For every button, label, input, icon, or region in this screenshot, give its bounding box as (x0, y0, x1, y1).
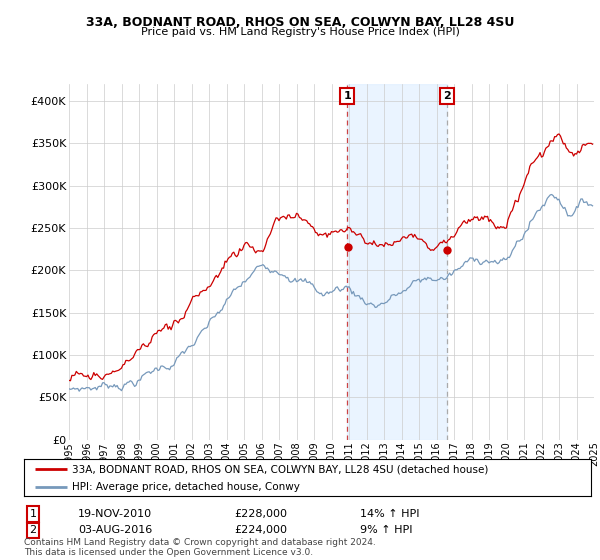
Text: Price paid vs. HM Land Registry's House Price Index (HPI): Price paid vs. HM Land Registry's House … (140, 27, 460, 37)
Text: Contains HM Land Registry data © Crown copyright and database right 2024.
This d: Contains HM Land Registry data © Crown c… (24, 538, 376, 557)
Text: HPI: Average price, detached house, Conwy: HPI: Average price, detached house, Conw… (72, 482, 300, 492)
Text: £228,000: £228,000 (234, 509, 287, 519)
Text: 19-NOV-2010: 19-NOV-2010 (78, 509, 152, 519)
Text: 9% ↑ HPI: 9% ↑ HPI (360, 525, 413, 535)
Text: 14% ↑ HPI: 14% ↑ HPI (360, 509, 419, 519)
Text: 03-AUG-2016: 03-AUG-2016 (78, 525, 152, 535)
Text: 33A, BODNANT ROAD, RHOS ON SEA, COLWYN BAY, LL28 4SU (detached house): 33A, BODNANT ROAD, RHOS ON SEA, COLWYN B… (72, 464, 488, 474)
Text: 1: 1 (343, 91, 351, 101)
Bar (347, 84, 447, 440)
Text: 33A, BODNANT ROAD, RHOS ON SEA, COLWYN BAY, LL28 4SU: 33A, BODNANT ROAD, RHOS ON SEA, COLWYN B… (86, 16, 514, 29)
Text: 2: 2 (29, 525, 37, 535)
Text: £224,000: £224,000 (234, 525, 287, 535)
Text: 1: 1 (29, 509, 37, 519)
Text: 2: 2 (443, 91, 451, 101)
